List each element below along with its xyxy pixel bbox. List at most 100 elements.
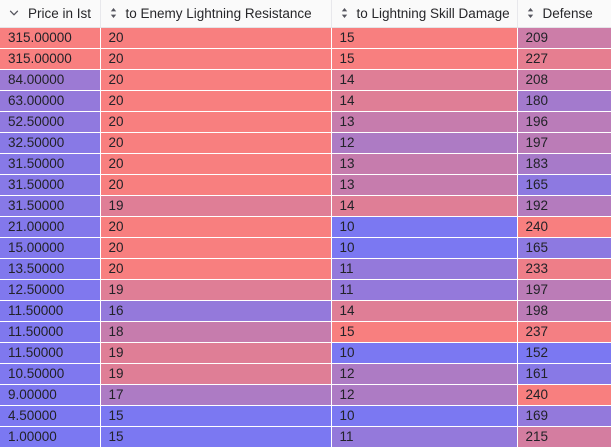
cell-enemy-lightning-res: 15 — [100, 405, 332, 427]
cell-lightning-skill-damage: 15 — [331, 321, 518, 343]
table-row: 1.00000 15 11 215 — [0, 426, 611, 447]
table-row: 63.00000 20 14 180 — [0, 90, 611, 112]
table-row: 11.50000 18 15 237 — [0, 321, 611, 343]
cell-price: 12.50000 — [0, 279, 101, 301]
cell-lightning-skill-damage: 13 — [331, 111, 518, 133]
cell-lightning-skill-damage: 12 — [331, 363, 518, 385]
cell-enemy-lightning-res: 19 — [100, 342, 332, 364]
cell-lightning-skill-damage: 10 — [331, 237, 518, 259]
cell-defense: 197 — [517, 132, 611, 154]
cell-price: 32.50000 — [0, 132, 101, 154]
cell-price: 31.50000 — [0, 195, 101, 217]
column-header-label: to Lightning Skill Damage — [356, 5, 510, 21]
cell-defense: 240 — [517, 216, 611, 238]
table-row: 13.50000 20 11 233 — [0, 258, 611, 280]
column-header-label: to Enemy Lightning Resistance — [125, 5, 312, 21]
table-row: 84.00000 20 14 208 — [0, 69, 611, 91]
cell-lightning-skill-damage: 13 — [331, 174, 518, 196]
table-row: 32.50000 20 12 197 — [0, 132, 611, 154]
cell-enemy-lightning-res: 20 — [100, 132, 332, 154]
column-header-label: Defense — [542, 5, 593, 21]
table-body: 315.00000 20 15 209 315.00000 20 15 227 84.00000… — [0, 27, 611, 447]
cell-enemy-lightning-res: 20 — [100, 216, 332, 238]
cell-lightning-skill-damage: 10 — [331, 216, 518, 238]
column-header-price[interactable]: Price in Ist — [0, 0, 101, 28]
sort-icon — [526, 7, 535, 19]
cell-lightning-skill-damage: 11 — [331, 258, 518, 280]
cell-price: 15.00000 — [0, 237, 101, 259]
cell-defense: 227 — [517, 48, 611, 70]
table-row: 4.50000 15 10 169 — [0, 405, 611, 427]
cell-enemy-lightning-res: 20 — [100, 153, 332, 175]
cell-defense: 183 — [517, 153, 611, 175]
cell-price: 315.00000 — [0, 48, 101, 70]
cell-price: 315.00000 — [0, 27, 101, 49]
column-header-label: Price in Ist — [28, 5, 92, 21]
cell-lightning-skill-damage: 14 — [331, 69, 518, 91]
cell-defense: 208 — [517, 69, 611, 91]
table-row: 11.50000 16 14 198 — [0, 300, 611, 322]
cell-price: 9.00000 — [0, 384, 101, 406]
cell-defense: 180 — [517, 90, 611, 112]
cell-defense: 192 — [517, 195, 611, 217]
cell-enemy-lightning-res: 20 — [100, 174, 332, 196]
cell-defense: 161 — [517, 363, 611, 385]
table-row: 31.50000 19 14 192 — [0, 195, 611, 217]
table-row: 315.00000 20 15 227 — [0, 48, 611, 70]
cell-lightning-skill-damage: 10 — [331, 405, 518, 427]
cell-defense: 240 — [517, 384, 611, 406]
cell-lightning-skill-damage: 12 — [331, 132, 518, 154]
cell-price: 63.00000 — [0, 90, 101, 112]
cell-defense: 196 — [517, 111, 611, 133]
cell-defense: 165 — [517, 174, 611, 196]
cell-enemy-lightning-res: 19 — [100, 195, 332, 217]
table-row: 315.00000 20 15 209 — [0, 27, 611, 49]
cell-defense: 165 — [517, 237, 611, 259]
sort-icon — [109, 7, 118, 19]
cell-price: 10.50000 — [0, 363, 101, 385]
cell-enemy-lightning-res: 19 — [100, 363, 332, 385]
sort-icon — [340, 7, 349, 19]
cell-enemy-lightning-res: 18 — [100, 321, 332, 343]
table-row: 10.50000 19 12 161 — [0, 363, 611, 385]
cell-price: 31.50000 — [0, 174, 101, 196]
cell-lightning-skill-damage: 15 — [331, 48, 518, 70]
cell-lightning-skill-damage: 14 — [331, 90, 518, 112]
cell-lightning-skill-damage: 11 — [331, 426, 518, 447]
cell-price: 13.50000 — [0, 258, 101, 280]
cell-enemy-lightning-res: 20 — [100, 237, 332, 259]
column-header-defense[interactable]: Defense — [517, 0, 611, 28]
cell-enemy-lightning-res: 20 — [100, 111, 332, 133]
cell-enemy-lightning-res: 20 — [100, 69, 332, 91]
cell-lightning-skill-damage: 13 — [331, 153, 518, 175]
cell-defense: 209 — [517, 27, 611, 49]
table-row: 31.50000 20 13 183 — [0, 153, 611, 175]
cell-lightning-skill-damage: 12 — [331, 384, 518, 406]
cell-price: 31.50000 — [0, 153, 101, 175]
cell-enemy-lightning-res: 20 — [100, 27, 332, 49]
table-row: 12.50000 19 11 197 — [0, 279, 611, 301]
cell-enemy-lightning-res: 17 — [100, 384, 332, 406]
cell-defense: 198 — [517, 300, 611, 322]
column-header-enemy-lightning-res[interactable]: to Enemy Lightning Resistance — [100, 0, 332, 28]
cell-lightning-skill-damage: 11 — [331, 279, 518, 301]
cell-defense: 215 — [517, 426, 611, 447]
cell-defense: 237 — [517, 321, 611, 343]
cell-lightning-skill-damage: 10 — [331, 342, 518, 364]
column-header-lightning-skill-damage[interactable]: to Lightning Skill Damage — [331, 0, 518, 28]
cell-enemy-lightning-res: 20 — [100, 48, 332, 70]
cell-enemy-lightning-res: 15 — [100, 426, 332, 447]
table-row: 52.50000 20 13 196 — [0, 111, 611, 133]
cell-price: 84.00000 — [0, 69, 101, 91]
cell-price: 11.50000 — [0, 321, 101, 343]
cell-enemy-lightning-res: 20 — [100, 258, 332, 280]
table-row: 15.00000 20 10 165 — [0, 237, 611, 259]
cell-price: 52.50000 — [0, 111, 101, 133]
cell-price: 11.50000 — [0, 300, 101, 322]
table-row: 31.50000 20 13 165 — [0, 174, 611, 196]
cell-lightning-skill-damage: 15 — [331, 27, 518, 49]
cell-price: 1.00000 — [0, 426, 101, 447]
cell-defense: 152 — [517, 342, 611, 364]
